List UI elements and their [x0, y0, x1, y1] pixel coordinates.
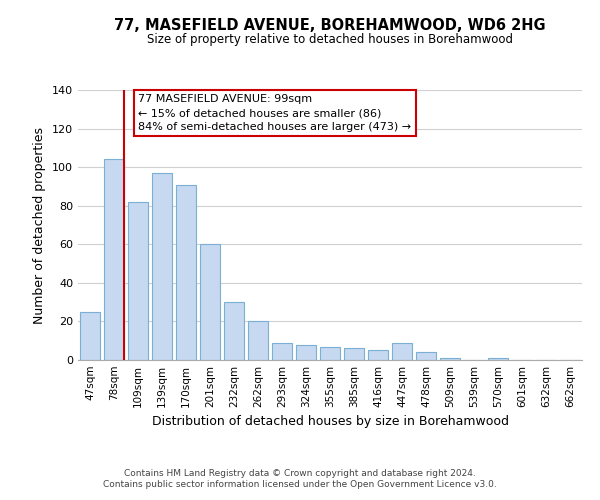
Bar: [128, 202, 148, 360]
Bar: [488, 358, 508, 360]
X-axis label: Distribution of detached houses by size in Borehamwood: Distribution of detached houses by size …: [151, 416, 509, 428]
Bar: [176, 184, 196, 360]
Text: 77 MASEFIELD AVENUE: 99sqm
← 15% of detached houses are smaller (86)
84% of semi: 77 MASEFIELD AVENUE: 99sqm ← 15% of deta…: [139, 94, 412, 132]
Bar: [104, 160, 124, 360]
Bar: [248, 322, 268, 360]
Text: Contains public sector information licensed under the Open Government Licence v3: Contains public sector information licen…: [103, 480, 497, 489]
Bar: [152, 173, 172, 360]
Text: Size of property relative to detached houses in Borehamwood: Size of property relative to detached ho…: [147, 32, 513, 46]
Bar: [440, 358, 460, 360]
Text: Contains HM Land Registry data © Crown copyright and database right 2024.: Contains HM Land Registry data © Crown c…: [124, 468, 476, 477]
Bar: [80, 312, 100, 360]
Bar: [416, 352, 436, 360]
Bar: [296, 344, 316, 360]
Text: 77, MASEFIELD AVENUE, BOREHAMWOOD, WD6 2HG: 77, MASEFIELD AVENUE, BOREHAMWOOD, WD6 2…: [114, 18, 546, 32]
Y-axis label: Number of detached properties: Number of detached properties: [34, 126, 46, 324]
Bar: [224, 302, 244, 360]
Bar: [344, 348, 364, 360]
Bar: [320, 346, 340, 360]
Bar: [392, 342, 412, 360]
Bar: [272, 342, 292, 360]
Bar: [200, 244, 220, 360]
Bar: [368, 350, 388, 360]
